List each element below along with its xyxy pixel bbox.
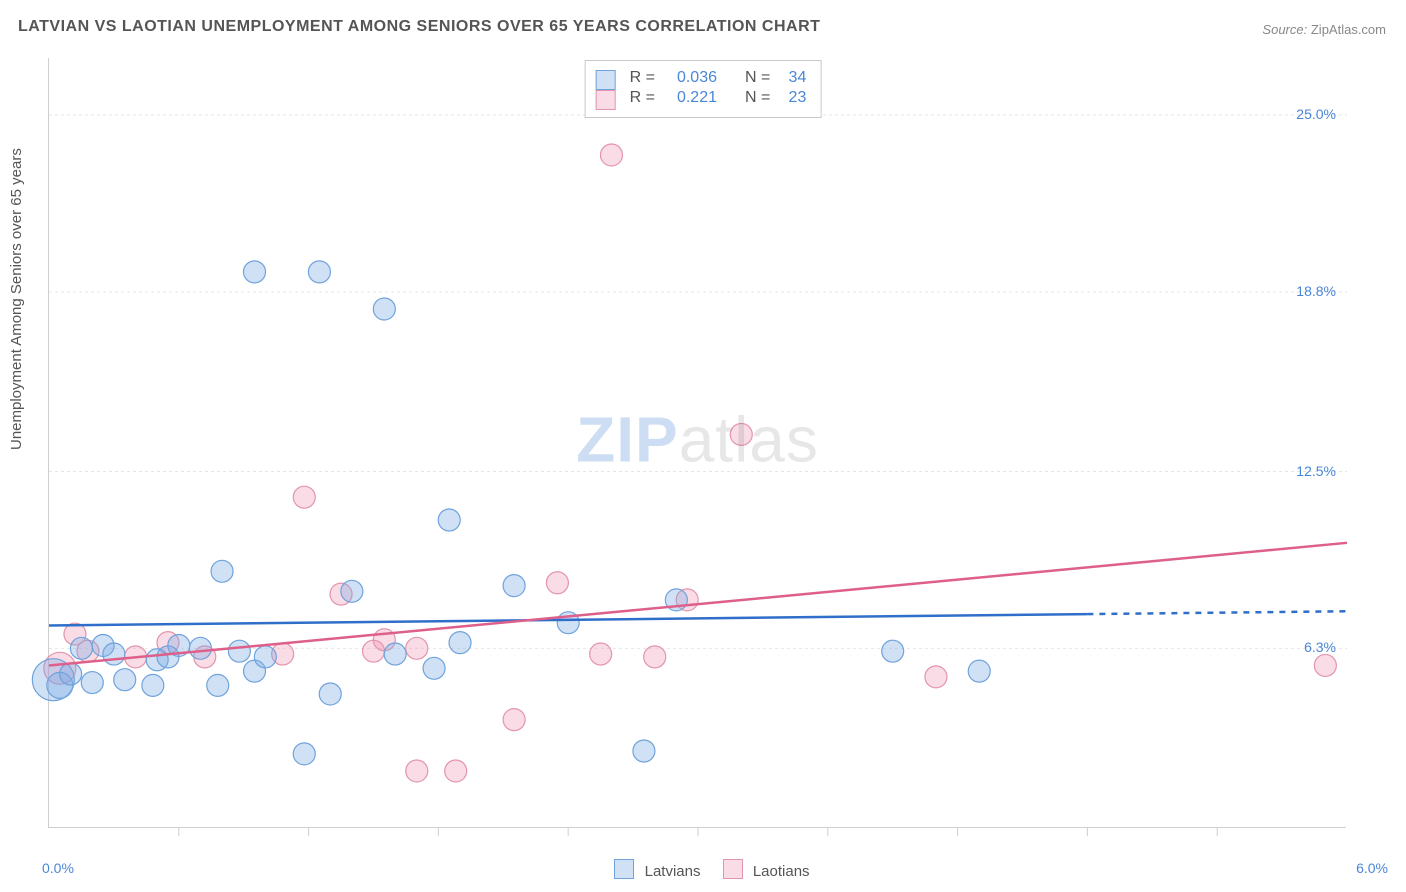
scatter-point	[189, 637, 211, 659]
scatter-point	[142, 674, 164, 696]
scatter-point	[600, 144, 622, 166]
scatter-point	[438, 509, 460, 531]
stat-legend-row-laotians: R = 0.221 N = 23	[596, 89, 807, 107]
scatter-point	[308, 261, 330, 283]
scatter-point	[293, 743, 315, 765]
source-name: ZipAtlas.com	[1311, 22, 1386, 37]
legend-swatch-latvians	[614, 859, 634, 879]
scatter-point	[644, 646, 666, 668]
scatter-point	[633, 740, 655, 762]
scatter-point	[730, 423, 752, 445]
scatter-point	[590, 643, 612, 665]
scatter-point	[546, 572, 568, 594]
trend-line-dashed	[1087, 611, 1347, 614]
trend-line	[49, 543, 1347, 666]
scatter-point	[449, 632, 471, 654]
scatter-point	[254, 646, 276, 668]
stat-r-latvians: 0.036	[663, 69, 717, 87]
scatter-point	[406, 760, 428, 782]
scatter-point	[293, 486, 315, 508]
scatter-point	[445, 760, 467, 782]
stat-n-label: N =	[745, 89, 770, 107]
scatter-point	[81, 672, 103, 694]
y-tick-label: 25.0%	[1296, 106, 1336, 122]
legend-swatch-laotians	[596, 90, 616, 110]
stat-n-label: N =	[745, 69, 770, 87]
scatter-point	[60, 663, 82, 685]
stat-r-label: R =	[630, 69, 655, 87]
chart-title: LATVIAN VS LAOTIAN UNEMPLOYMENT AMONG SE…	[18, 18, 820, 36]
source-attribution: Source: ZipAtlas.com	[1262, 22, 1386, 37]
legend-label-latvians: Latvians	[645, 863, 701, 880]
chart-svg	[49, 58, 1347, 828]
scatter-point	[882, 640, 904, 662]
legend-label-laotians: Laotians	[753, 863, 810, 880]
scatter-point	[423, 657, 445, 679]
scatter-point	[207, 674, 229, 696]
y-axis-label: Unemployment Among Seniors over 65 years	[8, 148, 25, 450]
stat-r-laotians: 0.221	[663, 89, 717, 107]
y-tick-label: 18.8%	[1296, 283, 1336, 299]
stat-n-laotians: 23	[778, 89, 806, 107]
scatter-point	[341, 580, 363, 602]
stat-r-label: R =	[630, 89, 655, 107]
legend-swatch-latvians	[596, 70, 616, 90]
bottom-legend: Latvians Laotians	[0, 859, 1406, 880]
scatter-point	[406, 637, 428, 659]
y-tick-label: 12.5%	[1296, 463, 1336, 479]
scatter-point	[70, 637, 92, 659]
scatter-point	[373, 298, 395, 320]
scatter-point	[925, 666, 947, 688]
scatter-point	[244, 261, 266, 283]
scatter-point	[503, 575, 525, 597]
scatter-point	[968, 660, 990, 682]
scatter-point	[211, 560, 233, 582]
scatter-point	[503, 709, 525, 731]
stat-legend-row-latvians: R = 0.036 N = 34	[596, 69, 807, 87]
source-label: Source:	[1262, 22, 1307, 37]
scatter-point	[319, 683, 341, 705]
stat-legend: R = 0.036 N = 34 R = 0.221 N = 23	[585, 60, 822, 118]
legend-swatch-laotians	[723, 859, 743, 879]
scatter-point	[384, 643, 406, 665]
scatter-point	[228, 640, 250, 662]
scatter-point	[103, 643, 125, 665]
y-tick-label: 6.3%	[1304, 639, 1336, 655]
stat-n-latvians: 34	[778, 69, 806, 87]
chart-plot-area: ZIPatlas 6.3%12.5%18.8%25.0%	[48, 58, 1346, 828]
scatter-point	[114, 669, 136, 691]
scatter-point	[1314, 654, 1336, 676]
